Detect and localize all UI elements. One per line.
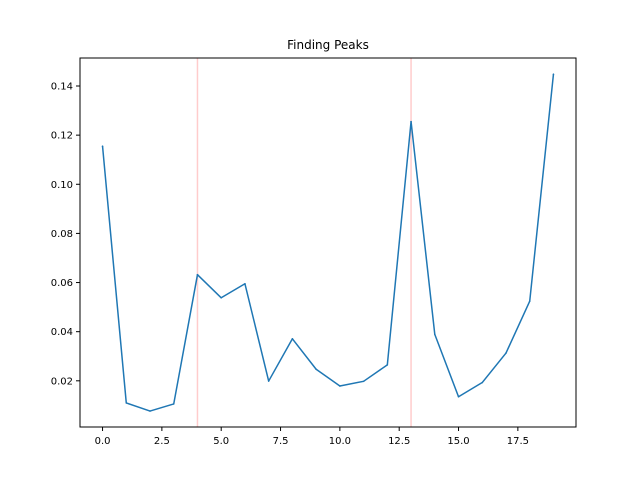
y-tick-label: 0.08	[51, 229, 73, 240]
data-point	[481, 381, 484, 384]
y-tick-label: 0.02	[51, 376, 73, 387]
x-tick-label: 17.5	[507, 436, 529, 447]
data-point	[339, 385, 341, 387]
data-point	[528, 300, 531, 303]
data-point	[101, 145, 104, 147]
data-series	[101, 73, 555, 412]
y-tick-label: 0.14	[51, 82, 73, 93]
y-tick-label: 0.10	[51, 180, 73, 191]
peak-markers	[196, 58, 412, 427]
y-axis: 0.02 0.04 0.06 0.08 0.10 0.12 0.14	[51, 82, 80, 387]
data-point	[172, 403, 175, 405]
data-point	[410, 120, 412, 123]
data-point	[125, 402, 128, 404]
y-tick-label: 0.04	[51, 327, 73, 338]
series-line	[101, 74, 555, 412]
y-tick-label: 0.06	[51, 278, 73, 289]
x-tick-label: 10.0	[329, 436, 351, 447]
x-tick-label: 7.5	[273, 436, 289, 447]
data-point	[457, 395, 460, 398]
data-point	[244, 282, 246, 285]
x-tick-label: 0.0	[95, 436, 111, 447]
data-point	[196, 273, 199, 276]
x-tick-label: 2.5	[154, 436, 170, 447]
data-point	[220, 296, 223, 299]
data-point	[291, 338, 294, 340]
x-tick-label: 12.5	[388, 436, 410, 447]
data-point	[552, 73, 555, 76]
y-tick-label: 0.12	[51, 131, 73, 142]
chart-title: Finding Peaks	[287, 38, 369, 52]
x-tick-label: 15.0	[447, 436, 469, 447]
data-point	[505, 352, 507, 354]
data-point	[315, 368, 317, 371]
x-axis: 0.0 2.5 5.0 7.5 10.0 12.5 15.0 17.5	[95, 427, 529, 447]
data-point	[362, 380, 365, 383]
data-point	[386, 364, 389, 366]
data-point	[149, 410, 151, 412]
data-point	[433, 333, 436, 336]
plot-frame	[79, 57, 577, 428]
x-tick-label: 5.0	[213, 436, 229, 447]
data-point	[267, 380, 270, 382]
